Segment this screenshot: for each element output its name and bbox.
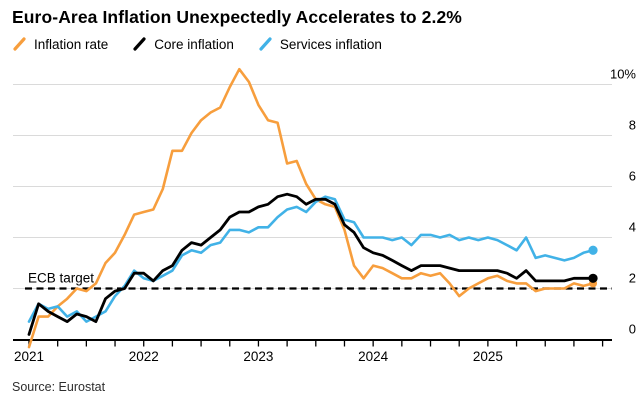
core-inflation-end-dot	[588, 273, 598, 283]
services-inflation-line	[27, 195, 595, 323]
services-inflation-end-dot	[588, 245, 598, 255]
legend-item-core-inflation: Core inflation	[132, 36, 234, 52]
legend-swatch-icon	[133, 37, 146, 51]
legend-item-services-inflation: Services inflation	[258, 36, 382, 52]
y-axis-label: 8	[629, 118, 636, 133]
legend-swatch-icon	[13, 37, 26, 51]
inflation-rate-line	[27, 67, 595, 349]
legend-label: Services inflation	[279, 36, 382, 52]
y-axis-label: 2	[629, 271, 636, 286]
chart-legend: Inflation rate Core inflation Services i…	[12, 36, 382, 52]
x-axis-label: 2021	[14, 349, 44, 364]
y-axis-label: 6	[629, 169, 636, 184]
x-axis-label: 2023	[243, 349, 273, 364]
ecb-target-label: ECB target	[28, 271, 94, 286]
legend-swatch-icon	[259, 37, 272, 51]
x-axis-label: 2022	[129, 349, 159, 364]
legend-item-inflation-rate: Inflation rate	[12, 36, 108, 52]
source-note: Source: Eurostat	[12, 380, 106, 394]
y-axis-label: 10%	[610, 67, 636, 82]
core-inflation-line	[27, 192, 595, 336]
y-axis-label: 0	[629, 322, 636, 337]
x-axis-label: 2024	[358, 349, 389, 364]
chart-title: Euro-Area Inflation Unexpectedly Acceler…	[12, 7, 462, 27]
legend-label: Inflation rate	[34, 36, 109, 52]
x-axis-label: 2025	[473, 349, 503, 364]
legend-label: Core inflation	[154, 36, 234, 52]
y-axis-label: 4	[629, 220, 636, 235]
